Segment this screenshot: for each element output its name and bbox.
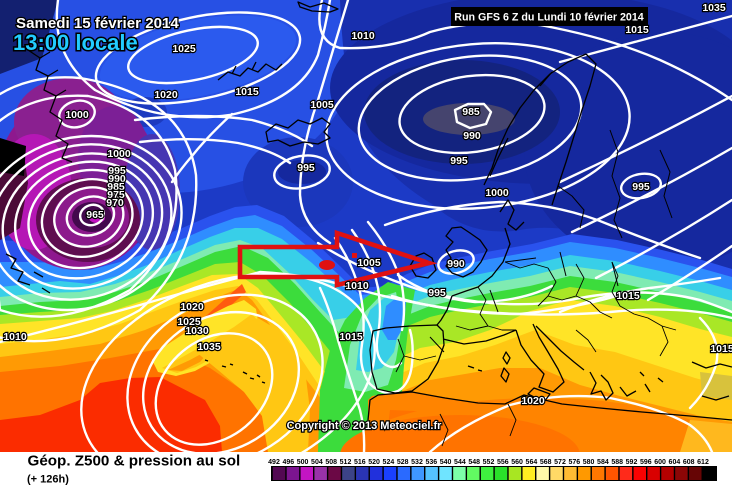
svg-text:612: 612 (697, 459, 709, 466)
svg-text:Copyright © 2013 Meteociel.fr: Copyright © 2013 Meteociel.fr (287, 420, 443, 432)
svg-text:995: 995 (450, 155, 468, 167)
svg-text:995: 995 (428, 287, 446, 299)
svg-text:544: 544 (454, 459, 466, 466)
svg-text:1030: 1030 (185, 325, 209, 337)
svg-text:1015: 1015 (616, 290, 640, 302)
svg-text:Géop. Z500 & pression au sol: Géop. Z500 & pression au sol (28, 453, 241, 470)
svg-text:990: 990 (447, 258, 465, 270)
svg-text:990: 990 (108, 173, 126, 185)
svg-text:504: 504 (311, 459, 323, 466)
svg-text:576: 576 (568, 459, 580, 466)
svg-text:508: 508 (325, 459, 337, 466)
svg-text:1010: 1010 (351, 30, 375, 42)
svg-text:1015: 1015 (710, 343, 732, 355)
svg-text:1025: 1025 (177, 316, 201, 328)
svg-text:1035: 1035 (197, 341, 221, 353)
svg-text:564: 564 (526, 459, 538, 466)
svg-text:528: 528 (397, 459, 409, 466)
svg-text:592: 592 (626, 459, 638, 466)
svg-text:1000: 1000 (65, 109, 89, 121)
svg-text:560: 560 (511, 459, 523, 466)
svg-text:995: 995 (297, 162, 315, 174)
svg-text:985: 985 (462, 106, 480, 118)
svg-text:520: 520 (368, 459, 380, 466)
svg-text:588: 588 (611, 459, 623, 466)
svg-text:1010: 1010 (345, 280, 369, 292)
svg-text:580: 580 (583, 459, 595, 466)
svg-text:1025: 1025 (172, 43, 196, 55)
svg-text:1015: 1015 (339, 331, 363, 343)
svg-text:524: 524 (383, 459, 395, 466)
svg-text:970: 970 (106, 197, 124, 209)
svg-text:552: 552 (483, 459, 495, 466)
svg-text:556: 556 (497, 459, 509, 466)
svg-text:500: 500 (297, 459, 309, 466)
svg-text:(+ 126h): (+ 126h) (27, 474, 69, 486)
svg-text:13:00 locale: 13:00 locale (13, 30, 138, 55)
svg-text:516: 516 (354, 459, 366, 466)
svg-text:496: 496 (282, 459, 294, 466)
svg-text:600: 600 (654, 459, 666, 466)
svg-text:Run GFS 6 Z du Lundi 10 févrie: Run GFS 6 Z du Lundi 10 février 2014 (454, 12, 644, 24)
svg-text:995: 995 (632, 181, 650, 193)
svg-text:1010: 1010 (3, 331, 27, 343)
svg-text:1015: 1015 (625, 24, 649, 36)
svg-text:1020: 1020 (521, 395, 545, 407)
svg-text:608: 608 (683, 459, 695, 466)
svg-text:532: 532 (411, 459, 423, 466)
svg-text:584: 584 (597, 459, 609, 466)
svg-text:975: 975 (107, 189, 125, 201)
svg-text:1005: 1005 (310, 99, 334, 111)
svg-text:1020: 1020 (180, 301, 204, 313)
svg-text:Samedi 15 février 2014: Samedi 15 février 2014 (16, 15, 179, 32)
svg-text:1005: 1005 (357, 257, 381, 269)
svg-text:548: 548 (468, 459, 480, 466)
svg-text:604: 604 (669, 459, 681, 466)
svg-text:990: 990 (463, 130, 481, 142)
svg-text:536: 536 (425, 459, 437, 466)
svg-text:1015: 1015 (235, 86, 259, 98)
svg-text:985: 985 (107, 181, 125, 193)
svg-text:596: 596 (640, 459, 652, 466)
svg-text:965: 965 (86, 209, 104, 221)
svg-text:1000: 1000 (485, 187, 509, 199)
svg-text:1020: 1020 (154, 89, 178, 101)
svg-text:995: 995 (108, 165, 126, 177)
svg-text:1000: 1000 (107, 148, 131, 160)
svg-text:512: 512 (340, 459, 352, 466)
svg-text:568: 568 (540, 459, 552, 466)
svg-text:572: 572 (554, 459, 566, 466)
svg-text:1035: 1035 (702, 2, 726, 14)
svg-text:492: 492 (268, 459, 280, 466)
svg-text:540: 540 (440, 459, 452, 466)
